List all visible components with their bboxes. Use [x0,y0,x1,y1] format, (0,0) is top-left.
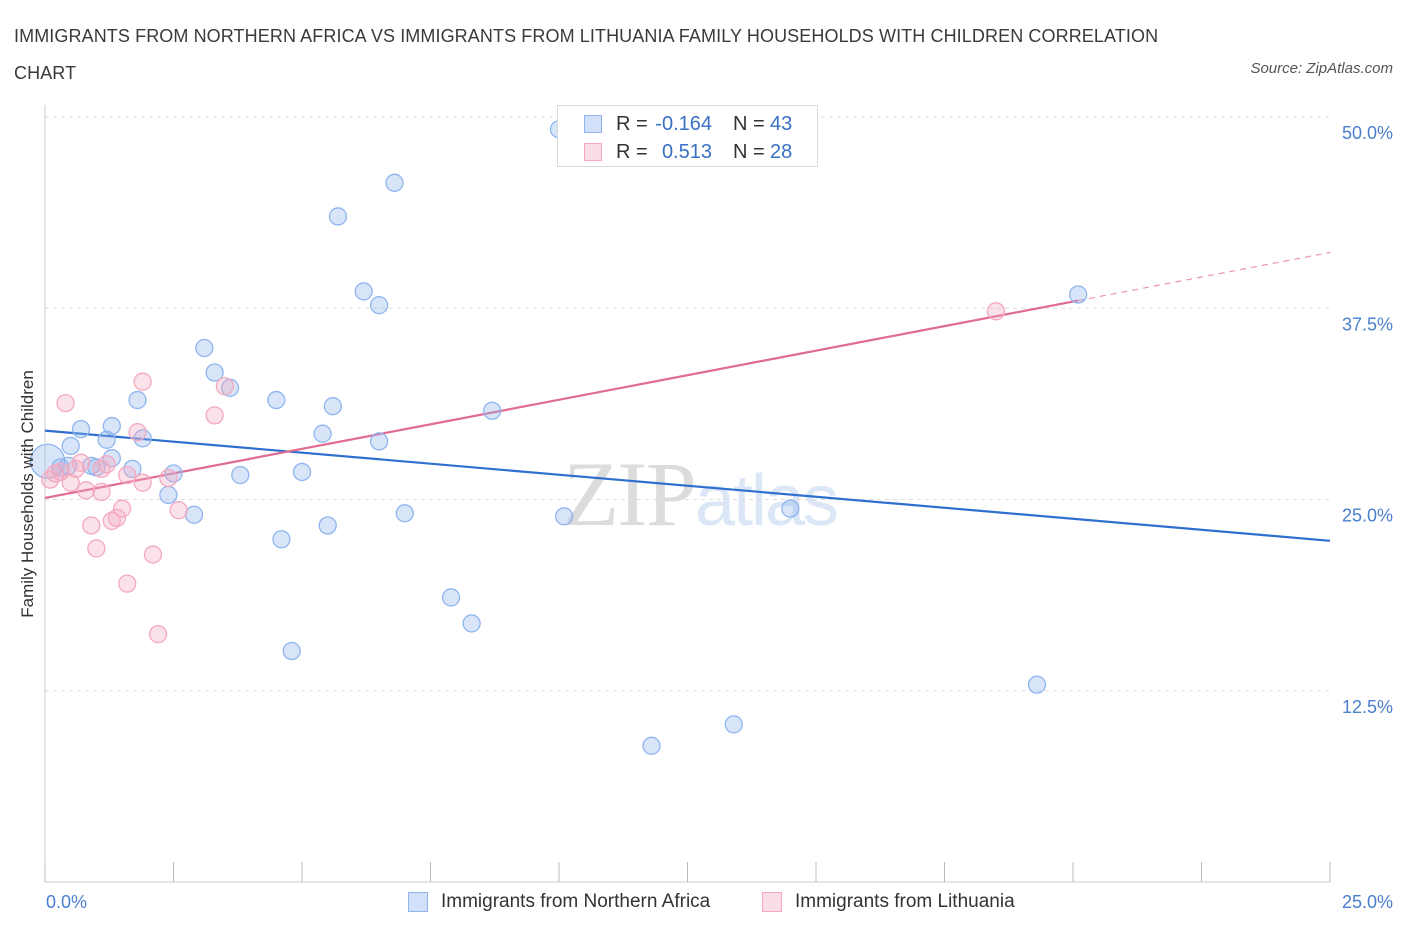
point-northern-africa-24 [328,207,348,226]
r-label: R = [616,113,648,135]
point-northern-africa-11 [195,338,214,358]
point-northern-africa-4 [97,430,116,449]
grid-lines [45,116,1330,692]
legend-swatch-northern-africa [408,892,428,912]
r-value-lithuania: 0.513 [661,141,712,163]
trend-line-0 [44,429,1331,542]
data-points [29,120,1088,755]
point-northern-africa-20 [282,641,301,661]
point-lithuania-5 [76,481,96,500]
point-northern-africa-12 [205,363,224,382]
trend-line-extension-1 [1078,251,1331,302]
point-northern-africa-15 [184,505,204,524]
trend-lines [44,251,1331,542]
point-lithuania-10 [102,511,121,531]
point-lithuania-8 [92,482,111,502]
legend-row-lithuania: R = 0.513 N = 28 [558,138,817,166]
point-northern-africa-25 [354,282,373,301]
point-northern-africa-22 [318,516,337,535]
r-label: R = [616,141,648,163]
point-lithuania-17 [133,473,152,492]
point-lithuania-19 [148,624,168,644]
legend-item-northern-africa: Immigrants from Northern Africa [408,888,738,916]
point-lithuania-26 [61,473,80,492]
point-northern-africa-39 [1068,285,1088,304]
point-lithuania-4 [71,453,91,472]
point-lithuania-25 [46,464,65,483]
point-lithuania-6 [82,516,101,535]
point-northern-africa-31 [462,614,481,633]
point-northern-africa-30 [441,588,461,607]
point-northern-africa-19 [292,462,312,482]
point-northern-africa-17 [272,530,291,549]
y-tick-label-3: 50.0% [1342,123,1393,143]
point-lithuania-23 [215,377,235,396]
point-northern-africa-23 [323,397,342,416]
legend-swatch-northern-africa [584,115,602,133]
point-lithuania-14 [118,574,137,593]
n-value-lithuania: 28 [770,141,793,163]
point-lithuania-15 [128,423,147,442]
x-tick-label-0: 0.0% [46,892,87,912]
point-northern-africa-14 [159,485,178,505]
watermark-atlas: atlas [695,461,837,541]
legend-label-northern-africa: Immigrants from Northern Africa [441,891,711,912]
point-northern-africa-28 [385,173,404,192]
point-lithuania-7 [87,539,106,558]
legend-stats: R = -0.164 N = 43 R = 0.513 N = 28 [557,105,818,167]
point-northern-africa-29 [395,504,414,523]
point-northern-africa-33 [554,507,574,526]
point-northern-africa-37 [781,499,800,518]
point-lithuania-18 [143,545,163,564]
point-northern-africa-9 [128,390,147,410]
point-northern-africa-8 [102,416,121,436]
chart-title: IMMIGRANTS FROM NORTHERN AFRICA VS IMMIG… [14,26,1159,83]
point-lithuania-22 [205,406,224,425]
point-northern-africa-26 [369,432,389,451]
x-tick-label-1: 25.0% [1342,892,1393,912]
point-northern-africa-18 [267,390,286,410]
legend-row-northern-africa: R = -0.164 N = 43 [558,110,817,138]
y-tick-label-2: 37.5% [1342,314,1393,334]
point-lithuania-2 [56,393,75,413]
point-northern-africa-35 [642,736,661,755]
y-axis-title: Family Households with Children [18,370,37,618]
point-northern-africa-38 [1027,675,1047,694]
trend-line-1 [44,299,1079,500]
point-lithuania-13 [118,465,137,485]
point-northern-africa-21 [313,424,332,443]
tick-labels: 12.5% 25.0% 37.5% 50.0% 0.0% 25.0% [46,123,1393,912]
axes [44,105,1331,883]
legend-item-lithuania: Immigrants from Lithuania [762,888,1052,916]
point-lithuania-16 [133,372,152,391]
watermark-zip: ZIP [563,443,695,545]
y-tick-label-1: 25.0% [1342,506,1393,526]
point-northern-africa-16 [231,465,250,485]
point-northern-africa-7 [71,419,91,439]
point-lithuania-20 [159,468,178,488]
watermark: ZIPatlas [563,443,837,545]
point-lithuania-21 [169,501,188,520]
legend-swatch-lithuania [762,892,782,912]
point-northern-africa-27 [369,296,389,315]
y-tick-label-0: 12.5% [1342,697,1393,717]
source-label: Source: ZipAtlas.com [1250,60,1393,77]
point-lithuania-12 [112,499,132,518]
point-northern-africa-36 [724,715,743,734]
legend-label-lithuania: Immigrants from Lithuania [795,891,1015,912]
legend-swatch-lithuania [584,143,602,161]
point-lithuania-24 [986,302,1006,321]
n-label: N = [733,141,765,163]
n-label: N = [733,113,765,135]
n-value-northern-africa: 43 [770,113,793,135]
point-lithuania-11 [107,508,127,528]
point-northern-africa-2 [61,436,80,456]
point-lithuania-27 [92,459,111,479]
point-northern-africa-32 [483,401,502,420]
r-value-northern-africa: -0.164 [655,113,712,135]
